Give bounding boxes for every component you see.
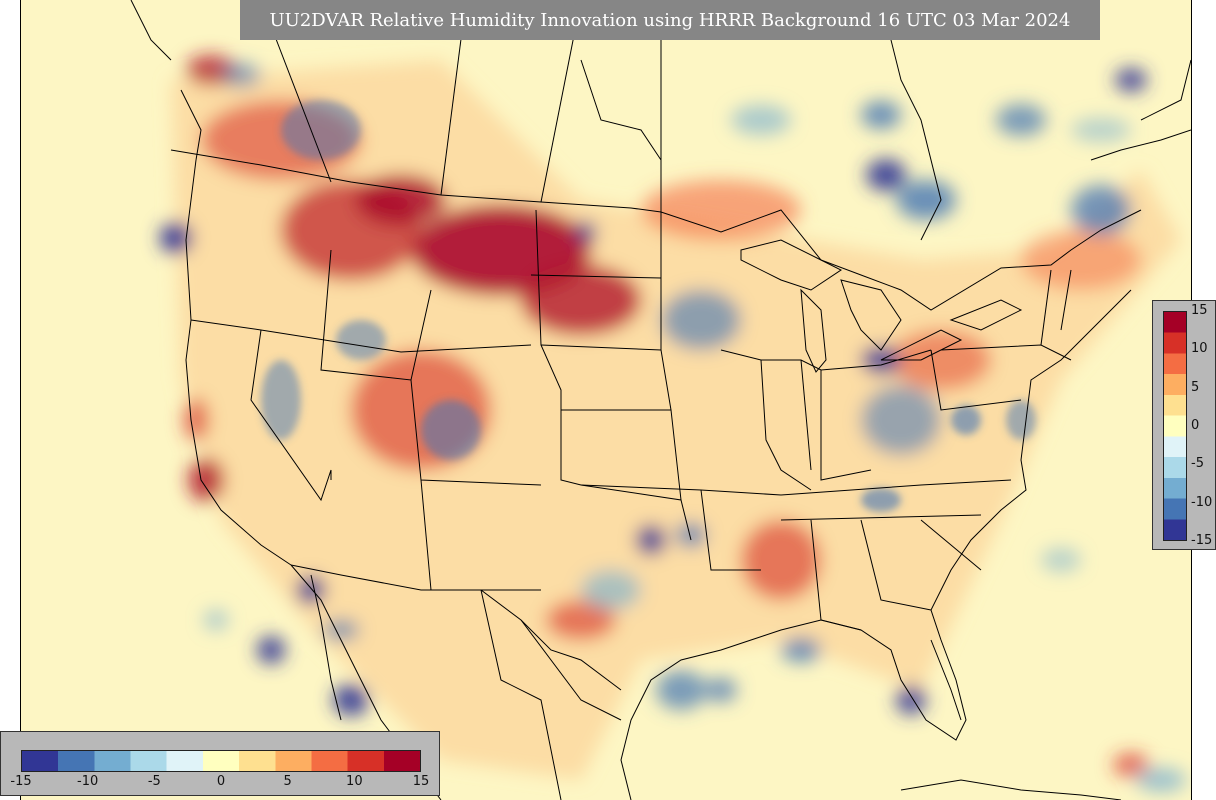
colorbar-vertical-tick-label: -5	[1191, 456, 1204, 472]
analysis-map	[130, 0, 1191, 800]
colorbar-horizontal-tick-label: 10	[346, 774, 363, 789]
colorbar-horizontal-gradient	[21, 750, 421, 772]
colorbar-horizontal-tick-label: 0	[216, 774, 226, 789]
colorbar-vertical-tick-label: 0	[1191, 418, 1200, 433]
colorbar-horizontal-tick-label: -5	[147, 774, 161, 789]
colorbar-horizontal: -15 -10 -5 0 5 10 15	[0, 731, 440, 796]
colorbar-vertical-tick-label: -10	[1191, 494, 1213, 510]
colorbar-vertical-tick-label: 15	[1191, 303, 1208, 318]
colorbar-vertical-tick-label: 10	[1191, 341, 1208, 357]
colorbar-horizontal-tick-label: 5	[283, 774, 292, 789]
title-banner: UU2DVAR Relative Humidity Innovation usi…	[240, 0, 1100, 40]
colorbar-horizontal-tick-label: -10	[77, 774, 99, 789]
colorbar-vertical-tick-label: 5	[1191, 379, 1200, 395]
colorbar-vertical-gradient	[1163, 311, 1187, 541]
colorbar-vertical: 15 10 5 0 -5 -10 -15	[1152, 300, 1216, 550]
map-title: UU2DVAR Relative Humidity Innovation usi…	[269, 9, 1071, 31]
colorbar-horizontal-tick-label: -15	[10, 774, 32, 789]
map-area	[20, 0, 1192, 800]
colorbar-horizontal-tick-label: 15	[412, 774, 430, 789]
innovation-detail	[261, 100, 1036, 512]
colorbar-vertical-tick-label: -15	[1191, 533, 1213, 548]
